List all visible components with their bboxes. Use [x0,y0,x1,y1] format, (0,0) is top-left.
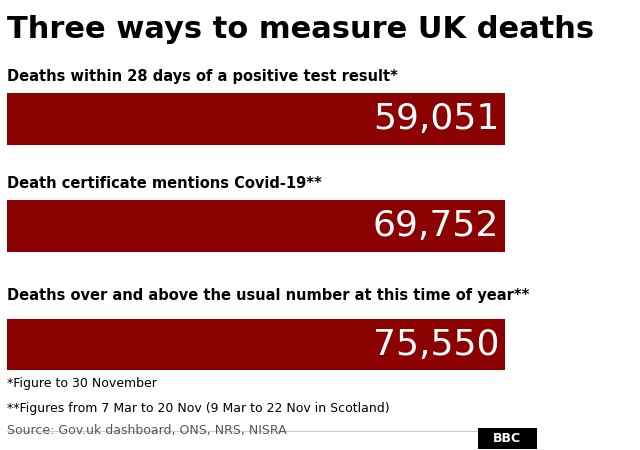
Text: Death certificate mentions Covid-19**: Death certificate mentions Covid-19** [7,176,321,191]
FancyBboxPatch shape [477,428,537,449]
FancyBboxPatch shape [7,93,505,144]
Text: 75,550: 75,550 [372,328,499,362]
Text: Three ways to measure UK deaths: Three ways to measure UK deaths [7,15,594,44]
Text: Deaths over and above the usual number at this time of year**: Deaths over and above the usual number a… [7,288,529,303]
FancyBboxPatch shape [7,200,505,252]
Text: 69,752: 69,752 [373,209,499,243]
FancyBboxPatch shape [7,319,505,370]
Text: **Figures from 7 Mar to 20 Nov (9 Mar to 22 Nov in Scotland): **Figures from 7 Mar to 20 Nov (9 Mar to… [7,402,389,415]
Text: Deaths within 28 days of a positive test result*: Deaths within 28 days of a positive test… [7,69,397,84]
Text: 59,051: 59,051 [373,102,499,136]
Text: BBC: BBC [493,432,522,445]
Text: *Figure to 30 November: *Figure to 30 November [7,378,157,391]
Text: Source: Gov.uk dashboard, ONS, NRS, NISRA: Source: Gov.uk dashboard, ONS, NRS, NISR… [7,424,287,437]
